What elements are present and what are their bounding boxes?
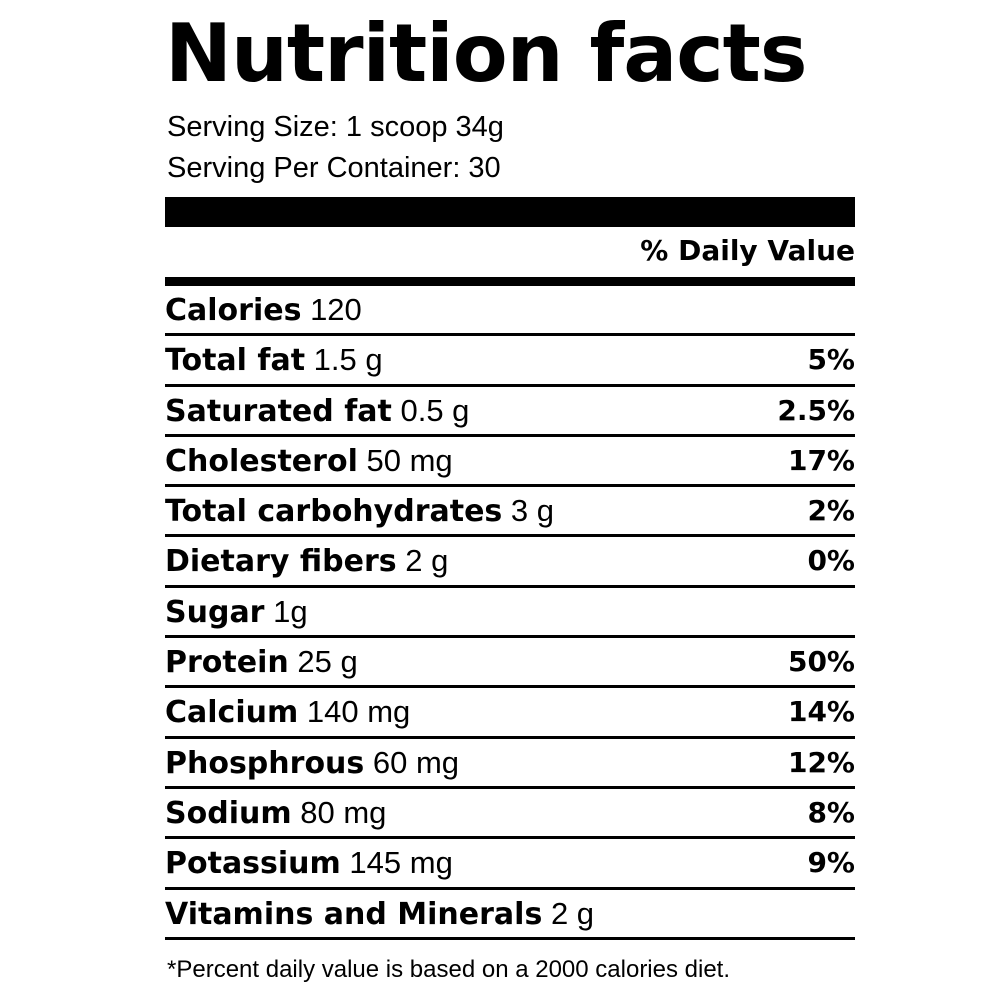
nutrient-amount: 80 mg (300, 794, 387, 830)
nutrient-percent: 2% (807, 494, 855, 528)
nutrient-amount: 140 mg (306, 694, 411, 730)
nutrient-amount: 50 mg (366, 442, 453, 478)
medium-divider (165, 277, 855, 286)
nutrient-name: Phosphrous (165, 745, 365, 781)
nutrient-percent: 8% (807, 795, 855, 829)
nutrient-amount: 2 g (405, 543, 449, 579)
nutrient-name: Saturated fat (165, 393, 392, 429)
nutrient-row-saturated-fat: Saturated fat 0.5 g 2.5% (165, 387, 855, 437)
nutrient-percent: 12% (787, 745, 855, 779)
nutrient-name: Calories (165, 293, 302, 328)
nutrient-row-vitamins-and-minerals: Vitamins and Minerals 2 g (165, 890, 855, 940)
nutrient-rows: Calories 120 Total fat 1.5 g 5% Saturate… (165, 286, 855, 940)
nutrient-amount: 120 (310, 292, 362, 327)
nutrient-row-sodium: Sodium 80 mg 8% (165, 789, 855, 840)
nutrient-name: Sugar (165, 594, 265, 630)
nutrient-row-protein: Protein 25 g 50% (165, 638, 855, 689)
serving-size: Serving Size: 1 scoop 34g (167, 111, 504, 143)
nutrient-row-potassium: Potassium 145 mg 9% (165, 839, 855, 890)
nutrient-name: Vitamins and Minerals (165, 896, 543, 932)
nutrient-row-calcium: Calcium 140 mg 14% (165, 688, 855, 739)
nutrient-amount: 0.5 g (400, 392, 470, 428)
nutrient-amount: 2 g (550, 895, 595, 931)
nutrient-percent: 2.5% (777, 393, 855, 427)
nutrient-amount: 1.5 g (313, 342, 383, 378)
nutrient-amount: 145 mg (349, 845, 453, 881)
nutrient-name: Protein (165, 645, 289, 681)
servings-per-container: Serving Per Container: 30 (167, 152, 501, 184)
nutrient-name: Cholesterol (165, 443, 358, 479)
nutrient-amount: 3 g (510, 493, 555, 529)
nutrient-name: Dietary fibers (165, 544, 397, 580)
nutrition-label: Nutrition facts Serving Size: 1 scoop 34… (165, 0, 855, 1000)
nutrient-row-dietary-fibers: Dietary fibers 2 g 0% (165, 537, 855, 588)
nutrient-row-sugar: Sugar 1g (165, 588, 855, 639)
nutrient-name: Potassium (165, 846, 341, 882)
nutrient-percent: 0% (807, 544, 855, 578)
nutrient-name: Total carbohydrates (165, 494, 503, 530)
nutrient-amount: 1g (273, 593, 308, 629)
nutrient-percent: 17% (787, 443, 855, 477)
nutrient-percent: 9% (807, 846, 855, 880)
daily-value-header: % Daily Value (640, 234, 855, 267)
nutrient-name: Sodium (165, 795, 292, 831)
nutrient-row-total-fat: Total fat 1.5 g 5% (165, 336, 855, 387)
nutrient-percent: 5% (807, 343, 855, 377)
nutrient-percent: 50% (787, 645, 855, 679)
nutrient-name: Total fat (165, 343, 306, 379)
thick-divider (165, 197, 855, 227)
nutrient-row-calories: Calories 120 (165, 286, 855, 337)
nutrient-row-phosphrous: Phosphrous 60 mg 12% (165, 739, 855, 789)
nutrient-row-cholesterol: Cholesterol 50 mg 17% (165, 437, 855, 488)
nutrient-percent: 14% (787, 695, 855, 729)
label-title: Nutrition facts (165, 7, 808, 100)
footnote: *Percent daily value is based on a 2000 … (167, 956, 731, 983)
nutrient-amount: 60 mg (372, 744, 460, 780)
nutrient-name: Calcium (165, 695, 299, 731)
nutrient-amount: 25 g (297, 644, 358, 680)
nutrient-row-total-carbohydrates: Total carbohydrates 3 g 2% (165, 487, 855, 538)
